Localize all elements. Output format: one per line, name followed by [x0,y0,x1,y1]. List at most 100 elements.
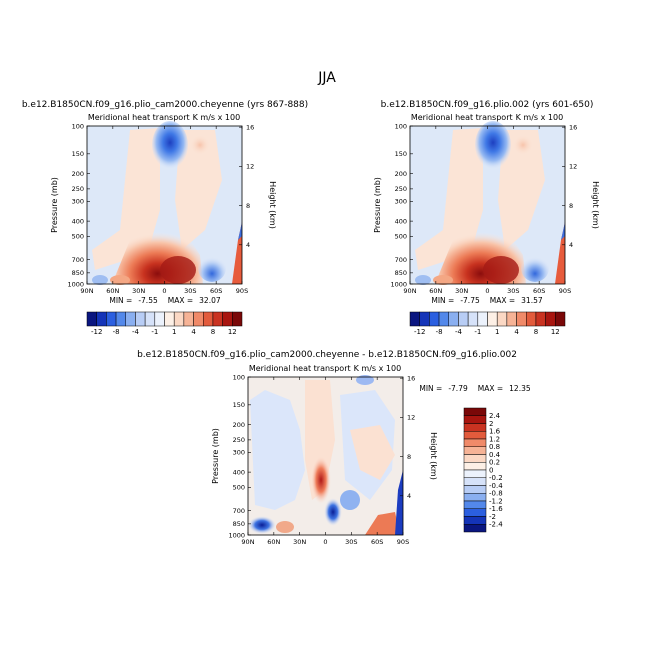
panel-pliocene-run: b.e12.B1850CN.f09_g16.plio.002 (yrs 601-… [373,100,600,336]
panel-difference: b.e12.B1850CN.f09_g16.plio_cam2000.cheye… [137,350,531,546]
panel-control-run: b.e12.B1850CN.f09_g16.plio_cam2000.cheye… [22,100,308,336]
panel3-pressure-tick-label: 100 [233,373,245,381]
panel1-max-value: 32.07 [199,296,221,305]
panel1-pressure-tick-label: 850 [72,269,84,277]
panel1-colorbar-label: -8 [113,328,120,336]
panel2-colorbar-bin [545,311,556,327]
panel1-southern-edge-negative [238,222,242,240]
panel1-northern-surface-negative [92,275,108,285]
panel2-pressure-tick-label: 150 [395,150,407,158]
panel1-colorbar-bin [115,311,126,327]
panel1-colorbar-bin [154,311,165,327]
panel1-pressure-tick-label: 500 [72,233,84,241]
panel2-colorbar-label: 1 [495,328,499,336]
panel3-lat-tick-label: 0 [323,538,327,546]
panel2-units: K m/s x 100 [516,113,564,122]
panel3-height-tick-label: 4 [407,492,411,500]
panel1-colorbar-bin [144,311,156,327]
panel3-colorbar-bin [463,493,487,502]
panel3-colorbar-label: 1.6 [489,428,501,436]
panel3-pressure-tick-label: 150 [233,401,245,409]
panel1-pressure-tick-label: 400 [72,217,84,225]
panel3-colorbar-label: 0.2 [489,459,500,467]
panel2-colorbar-label: -8 [436,328,443,336]
panel2-lat-tick-label: 60N [429,287,442,295]
panel3-variable: Meridional heat transport [249,364,351,373]
panel3-colorbar-bin [463,508,487,517]
panel3-colorbar-bin [463,477,487,486]
panel3-colorbar-bin [463,438,487,447]
panel1-colorbar-bin [86,311,97,327]
panel2-colorbar-label: 12 [551,328,560,336]
panel1-southern-near-surface-negative [198,254,226,282]
panel1-colorbar-bin [212,311,223,327]
panel2-colorbar-label: 4 [514,328,519,336]
panel2-pressure-tick-label: 300 [395,198,407,206]
panel3-near-equator-negative [324,498,342,526]
panel3-northern-surface-negative [248,516,276,534]
panel1-variable: Meridional heat transport [88,113,190,122]
panel3-colorbar-bin [463,423,487,432]
panel3-ylabel-left: Pressure (mb) [211,428,220,484]
panel2-colorbar-bin [458,311,469,327]
panel1-pressure-tick-label: 700 [72,256,84,264]
panel1-colorbar-bin [164,311,175,327]
panel1-minmax: MIN = -7.55 MAX = 32.07 [109,296,220,305]
panel1-lat-tick-label: 60N [106,287,119,295]
panel2-colorbar-bin [555,311,566,327]
panel2-max-label: MAX = [490,296,515,305]
panel1-colorbar-bin [222,311,233,327]
panel3-colorbar-bin [463,415,487,424]
panel3-height-tick-label: 16 [407,374,415,382]
panel3-lat-tick-label: 90N [241,538,254,546]
panel2-colorbar-label: -12 [414,328,425,336]
panel3-min-label: MIN = [419,384,442,393]
panel2-max-value: 31.57 [521,296,543,305]
panel3-max-value: 12.35 [509,384,531,393]
panel3-min-value: -7.79 [448,384,468,393]
panel2-colorbar-label: 8 [534,328,538,336]
panel1-colorbar-bin [203,311,214,327]
panel1-height-tick-label: 4 [246,241,250,249]
panel3-colorbar-label: -0.2 [489,474,503,482]
panel2-colorbar-bin [477,311,488,327]
panel1-subtropic-peach [175,130,222,250]
panel2-variable-title: Meridional heat transport K m/s x 100 [411,113,563,122]
panel3-midlat-negative [340,490,360,510]
panel1-colorbar-bin [106,311,117,327]
panel3-case-title: b.e12.B1850CN.f09_g16.plio_cam2000.cheye… [137,350,517,360]
panel3-northern-negative-band [250,390,305,510]
panel1-height-tick-label: 16 [246,123,254,131]
panel3-colorbar-bin [463,431,487,440]
panel3-units: K m/s x 100 [354,364,402,373]
panel1-colorbar: -12 -8 -4 -1 1 4 8 12 [86,311,243,336]
panel2-pressure-tick-label: 250 [395,185,407,193]
panel3-height-tick-label: 12 [407,414,415,422]
panel3-southern-edge-negative [395,470,403,535]
panel2-colorbar-label: -1 [474,328,481,336]
panel3-southern-peach-patch [350,425,395,480]
panel1-pressure-tick-label: 200 [72,170,84,178]
panel2-pressure-tick-label: 700 [395,256,407,264]
panel3-pressure-tick-label: 500 [233,484,245,492]
panel1-colorbar-bin [232,311,243,327]
panel2-upper-tropical-negative [475,121,511,169]
panel2-field [410,121,565,285]
panel2-ylabel-right: Height (km) [591,181,600,229]
panel2-pressure-tick-label: 400 [395,217,407,225]
panel3-field [248,375,403,535]
panel3-lat-tick-label: 90S [397,538,409,546]
panel2-min-label: MIN = [431,296,454,305]
panel2-lat-tick-label: 90N [403,287,416,295]
panel1-pressure-tick-label: 150 [72,150,84,158]
panel3-pressure-tick-label: 250 [233,436,245,444]
panel2-case-title: b.e12.B1850CN.f09_g16.plio.002 (yrs 601-… [381,100,594,110]
panel3-colorbar-bin [463,407,487,416]
panel2-colorbar-bin [409,311,420,327]
panel3-colorbar-bin [463,446,487,455]
panel1-colorbar-label: -4 [132,328,140,336]
panel1-colorbar-label: -12 [91,328,102,336]
panel3-colorbar-bin [463,516,487,525]
panel2-colorbar-bin [487,311,498,327]
